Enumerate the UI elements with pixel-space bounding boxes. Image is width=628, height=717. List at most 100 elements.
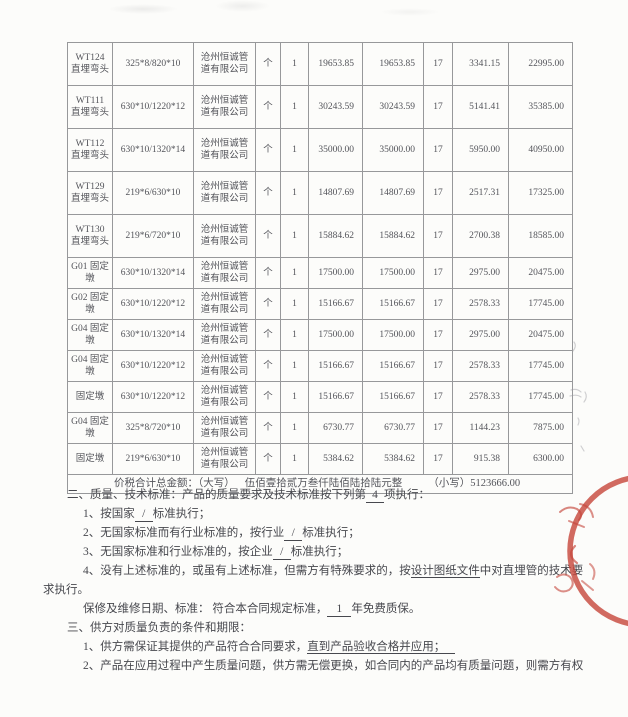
cell-unit: 个 — [255, 381, 281, 413]
cell-unit-price: 19653.85 — [308, 42, 363, 86]
filled-blank-warranty-years: 1 — [327, 603, 352, 617]
cell-spec: 630*10/1320*14 — [112, 128, 194, 172]
cell-amount: 17500.00 — [362, 319, 424, 351]
filled-blank: / — [134, 508, 153, 522]
cell-unit-price: 35000.00 — [308, 128, 363, 172]
text-run: 保修及维修日期、标准： 符合本合同规定标准， — [83, 603, 328, 615]
product-row: G04 固定墩 325*8/720*10 沧州恒诚管道有限公司 个 1 6730… — [67, 412, 573, 444]
cell-tax-rate: 17 — [423, 288, 453, 320]
cell-supplier: 沧州恒诚管道有限公司 — [193, 381, 256, 413]
cell-tax-rate: 17 — [423, 443, 453, 475]
text-run: 中对直埋管的技术要 — [479, 565, 584, 577]
text-run: 三、供方对质量负责的条件和期限： — [67, 622, 251, 634]
cell-total: 7875.00 — [508, 412, 573, 444]
text-run: 标准执行； — [290, 546, 349, 558]
cell-quantity: 1 — [280, 443, 309, 475]
cell-tax-rate: 17 — [423, 257, 453, 289]
cell-total: 6300.00 — [508, 443, 573, 475]
cell-amount: 15166.67 — [362, 350, 424, 382]
clause-supplier-guarantee: 1、供方需保证其提供的产品符合合同要求，直到产品验收合格并应用； — [43, 638, 595, 657]
price-table: WT124 直埋弯头 325*8/820*10 沧州恒诚管道有限公司 个 1 1… — [67, 42, 573, 494]
text-run: 1、供方需保证其提供的产品符合合同要求， — [83, 641, 308, 653]
cell-tax: 2517.31 — [452, 171, 509, 215]
cell-spec: 630*10/1220*12 — [112, 288, 194, 320]
cell-unit: 个 — [255, 85, 281, 129]
total-small-label: （小写） — [428, 478, 471, 490]
cell-supplier: 沧州恒诚管道有限公司 — [193, 85, 256, 129]
cell-spec: 630*10/1220*12 — [112, 85, 194, 129]
cell-unit-price: 14807.69 — [308, 171, 363, 215]
cell-supplier: 沧州恒诚管道有限公司 — [193, 412, 256, 444]
terms-section: 二、质量、技术标准：产品的质量要求及技术标准按下列第 4 项执行： 1、按国家 / 标准… — [43, 486, 595, 676]
cell-tax-rate: 17 — [423, 128, 453, 172]
cell-supplier: 沧州恒诚管道有限公司 — [193, 257, 256, 289]
product-row: 固定墩 630*10/1220*12 沧州恒诚管道有限公司 个 1 15166.… — [67, 381, 573, 413]
cell-supplier: 沧州恒诚管道有限公司 — [193, 128, 256, 172]
cell-total: 22995.00 — [508, 42, 573, 86]
scan-smudge — [215, 0, 270, 12]
cell-tax-rate: 17 — [423, 350, 453, 382]
cell-supplier: 沧州恒诚管道有限公司 — [193, 214, 256, 258]
cell-tax: 2578.33 — [452, 381, 509, 413]
product-row: WT112 直埋弯头 630*10/1320*14 沧州恒诚管道有限公司 个 1… — [67, 128, 573, 172]
total-label: 价税合计总金额：（大写） — [114, 478, 235, 490]
product-row: WT129 直埋弯头 219*6/630*10 沧州恒诚管道有限公司 个 1 1… — [67, 171, 573, 215]
cell-supplier: 沧州恒诚管道有限公司 — [193, 443, 256, 475]
cell-product-name: 固定墩 — [67, 381, 113, 413]
cell-supplier: 沧州恒诚管道有限公司 — [193, 350, 256, 382]
cell-tax-rate: 17 — [423, 412, 453, 444]
cell-tax: 2700.38 — [452, 214, 509, 258]
cell-tax: 3341.15 — [452, 42, 509, 86]
cell-spec: 325*8/820*10 — [112, 42, 194, 86]
cell-tax: 2975.00 — [452, 319, 509, 351]
product-row: G01 固定墩 630*10/1320*14 沧州恒诚管道有限公司 个 1 17… — [67, 257, 573, 289]
text-run: 标准执行； — [152, 508, 211, 520]
cell-spec: 630*10/1320*14 — [112, 257, 194, 289]
scan-smudge — [108, 4, 178, 14]
total-amount-figures: 5123666.00 — [470, 478, 521, 490]
cell-supplier: 沧州恒诚管道有限公司 — [193, 288, 256, 320]
cell-quantity: 1 — [280, 350, 309, 382]
cell-supplier: 沧州恒诚管道有限公司 — [193, 42, 256, 86]
price-table-body: WT124 直埋弯头 325*8/820*10 沧州恒诚管道有限公司 个 1 1… — [67, 42, 573, 475]
cell-product-name: G04 固定墩 — [67, 412, 113, 444]
cell-unit-price: 17500.00 — [308, 257, 363, 289]
cell-unit: 个 — [255, 128, 281, 172]
cell-amount: 14807.69 — [362, 171, 424, 215]
cell-total: 20475.00 — [508, 257, 573, 289]
pencil-mark — [583, 391, 587, 403]
cell-tax-rate: 17 — [423, 42, 453, 86]
cell-product-name: 固定墩 — [67, 443, 113, 475]
text-run: 2、无国家标准而有行业标准的，按行业 — [83, 527, 285, 539]
cell-tax: 2975.00 — [452, 257, 509, 289]
cell-tax-rate: 17 — [423, 319, 453, 351]
cell-quantity: 1 — [280, 257, 309, 289]
product-row: G02 固定墩 630*10/1220*12 沧州恒诚管道有限公司 个 1 15… — [67, 288, 573, 320]
cell-unit-price: 5384.62 — [308, 443, 363, 475]
total-cell: 价税合计总金额：（大写） 伍佰壹拾贰万叁仟陆佰陆拾陆元整 （小写）5123666.0… — [67, 474, 573, 494]
cell-quantity: 1 — [280, 128, 309, 172]
cell-product-name: G04 固定墩 — [67, 319, 113, 351]
cell-unit-price: 15166.67 — [308, 288, 363, 320]
product-row: 固定墩 219*6/630*10 沧州恒诚管道有限公司 个 1 5384.62 … — [67, 443, 573, 475]
cell-unit-price: 15166.67 — [308, 381, 363, 413]
clause-special-requirements: 4、没有上述标准的，或虽有上述标准，但需方有特殊要求的，按设计图纸文件中对直埋管… — [43, 562, 595, 581]
clause-special-requirements-wrap: 求执行。 — [43, 581, 595, 600]
cell-total: 17745.00 — [508, 350, 573, 382]
cell-unit: 个 — [255, 412, 281, 444]
cell-amount: 6730.77 — [362, 412, 424, 444]
cell-product-name: WT130 直埋弯头 — [67, 214, 113, 258]
cell-unit: 个 — [255, 42, 281, 86]
cell-unit: 个 — [255, 214, 281, 258]
cell-spec: 219*6/720*10 — [112, 214, 194, 258]
cell-unit: 个 — [255, 257, 281, 289]
cell-unit-price: 6730.77 — [308, 412, 363, 444]
product-row: WT130 直埋弯头 219*6/720*10 沧州恒诚管道有限公司 个 1 1… — [67, 214, 573, 258]
product-row: G04 固定墩 630*10/1220*12 沧州恒诚管道有限公司 个 1 15… — [67, 350, 573, 382]
cell-total: 20475.00 — [508, 319, 573, 351]
text-run: 求执行。 — [43, 584, 89, 596]
clause-enterprise-standard: 3、无国家标准和行业标准的，按企业 / 标准执行； — [43, 543, 595, 562]
clause-quality-problem: 2、产品在应用过程中产生质量问题，供方需无偿更换，如合同内的产品均有质量问题，则… — [43, 657, 595, 676]
cell-total: 17745.00 — [508, 288, 573, 320]
